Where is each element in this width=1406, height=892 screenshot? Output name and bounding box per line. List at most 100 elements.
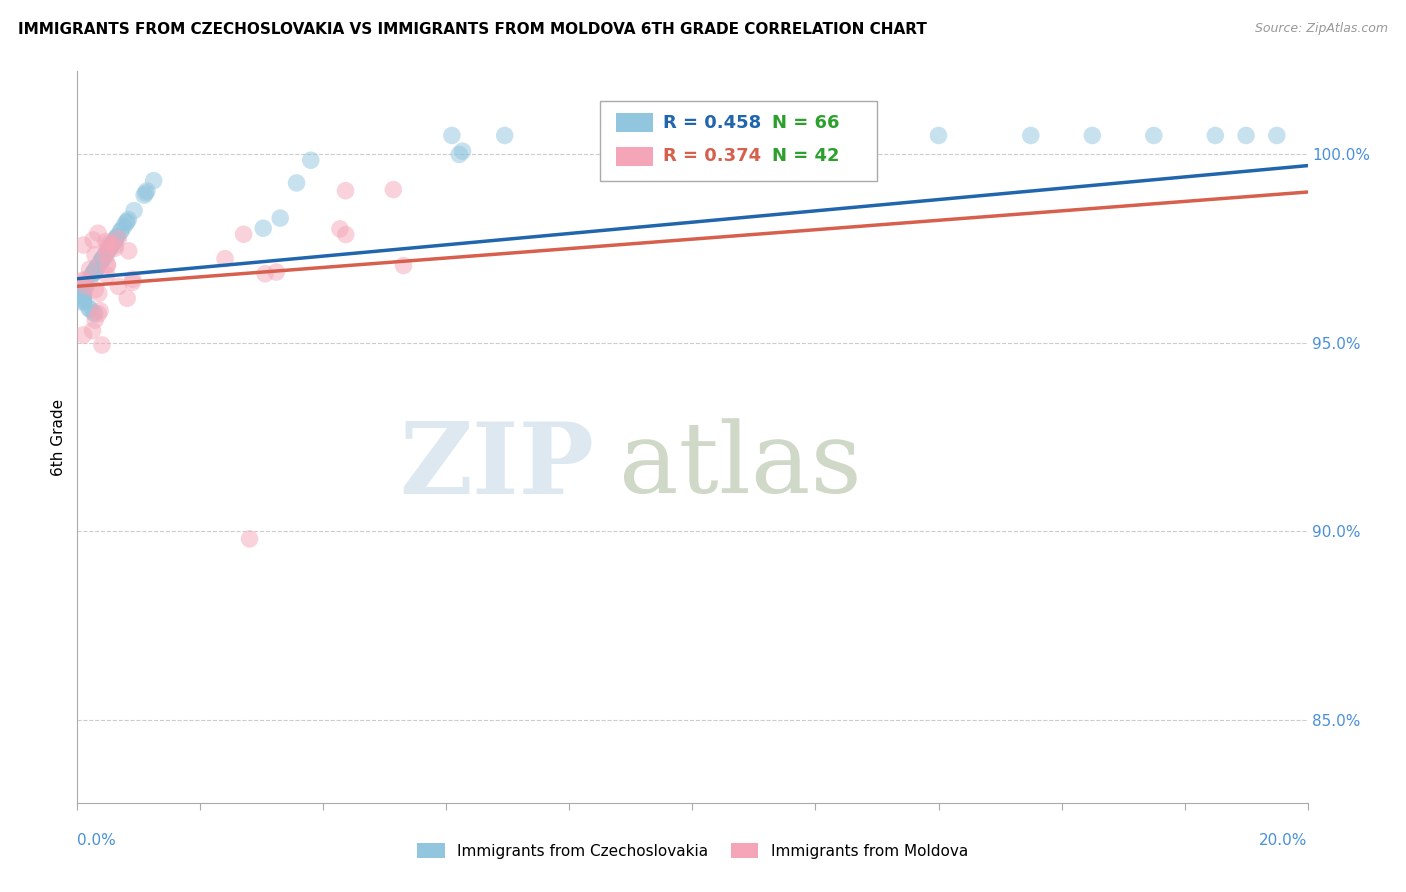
Point xyxy=(122,203,145,218)
Point xyxy=(72,291,94,305)
Point xyxy=(252,221,274,235)
Point xyxy=(91,252,114,266)
Point xyxy=(329,222,352,236)
Point xyxy=(75,277,97,292)
Point xyxy=(93,249,115,263)
Point xyxy=(83,265,105,279)
Point xyxy=(449,147,471,161)
Point xyxy=(75,279,97,293)
Point xyxy=(118,244,141,258)
Point xyxy=(86,260,108,275)
Point xyxy=(90,254,112,268)
Text: 20.0%: 20.0% xyxy=(1260,833,1308,848)
Point xyxy=(134,188,156,202)
Text: 0.0%: 0.0% xyxy=(77,833,117,848)
Point xyxy=(382,183,405,197)
Point xyxy=(269,211,291,226)
Text: R = 0.374: R = 0.374 xyxy=(664,147,761,165)
Point xyxy=(72,238,94,252)
Point xyxy=(90,255,112,269)
Point xyxy=(96,258,118,272)
Point xyxy=(104,238,127,252)
Point xyxy=(115,291,138,305)
Point xyxy=(82,233,104,247)
Point xyxy=(103,235,125,250)
Point xyxy=(101,235,124,250)
Point xyxy=(115,216,138,230)
Text: N = 66: N = 66 xyxy=(772,113,839,131)
Point xyxy=(72,293,94,308)
Point xyxy=(105,230,128,244)
Point xyxy=(72,283,94,297)
Point xyxy=(84,313,107,327)
Point xyxy=(107,231,129,245)
Point xyxy=(121,272,143,286)
Point xyxy=(112,219,135,233)
Point xyxy=(72,328,94,343)
Point xyxy=(82,266,104,280)
Point xyxy=(87,286,110,301)
FancyBboxPatch shape xyxy=(600,101,877,181)
Text: N = 42: N = 42 xyxy=(772,147,839,165)
Text: Source: ZipAtlas.com: Source: ZipAtlas.com xyxy=(1254,22,1388,36)
Point xyxy=(79,270,101,285)
Point xyxy=(83,305,105,319)
Point xyxy=(299,153,322,168)
Point xyxy=(110,223,132,237)
Text: atlas: atlas xyxy=(619,418,862,514)
Point xyxy=(96,247,118,261)
Point xyxy=(72,274,94,288)
Point xyxy=(86,261,108,276)
Point xyxy=(72,273,94,287)
Point xyxy=(72,281,94,295)
Point xyxy=(83,264,105,278)
Point xyxy=(96,242,118,256)
Point xyxy=(1204,128,1226,143)
Point xyxy=(97,239,120,253)
Point xyxy=(96,258,118,272)
Point xyxy=(115,214,138,228)
Point xyxy=(94,248,117,262)
Point xyxy=(84,283,107,297)
Point xyxy=(451,144,474,158)
Point xyxy=(121,275,143,289)
Point xyxy=(86,260,108,275)
Point xyxy=(117,212,139,227)
Point xyxy=(82,324,104,338)
Point xyxy=(87,307,110,321)
Point xyxy=(103,235,125,249)
Point xyxy=(86,260,108,275)
Point xyxy=(100,239,122,253)
Legend: Immigrants from Czechoslovakia, Immigrants from Moldova: Immigrants from Czechoslovakia, Immigran… xyxy=(411,837,974,864)
Point xyxy=(97,244,120,258)
Point xyxy=(136,184,159,198)
Point xyxy=(1081,128,1104,143)
Point xyxy=(79,262,101,277)
Point xyxy=(104,241,127,255)
Point xyxy=(335,227,357,242)
Point xyxy=(135,186,157,200)
Point xyxy=(142,173,165,187)
Point xyxy=(79,302,101,317)
Text: R = 0.458: R = 0.458 xyxy=(664,113,761,131)
Point xyxy=(105,229,128,244)
Text: IMMIGRANTS FROM CZECHOSLOVAKIA VS IMMIGRANTS FROM MOLDOVA 6TH GRADE CORRELATION : IMMIGRANTS FROM CZECHOSLOVAKIA VS IMMIGR… xyxy=(18,22,927,37)
Y-axis label: 6th Grade: 6th Grade xyxy=(51,399,66,475)
Point xyxy=(214,252,236,266)
Point xyxy=(254,267,277,281)
Point xyxy=(72,288,94,302)
Point xyxy=(1143,128,1166,143)
Point xyxy=(89,303,111,318)
Point xyxy=(232,227,254,242)
Point xyxy=(83,307,105,321)
Point xyxy=(91,252,114,267)
Point xyxy=(335,184,357,198)
Point xyxy=(239,532,262,546)
Point xyxy=(72,293,94,308)
Point xyxy=(1234,128,1257,143)
Point xyxy=(392,259,415,273)
Bar xyxy=(616,146,654,166)
Bar xyxy=(616,113,654,132)
Point xyxy=(682,128,704,143)
Point xyxy=(82,266,104,280)
